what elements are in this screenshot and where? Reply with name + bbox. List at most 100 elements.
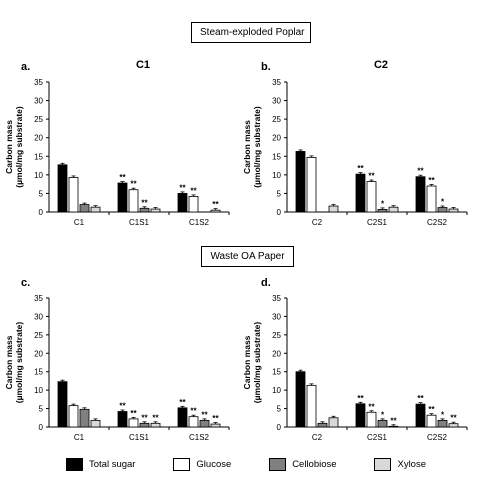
- bar: [177, 193, 188, 213]
- legend-label-cellobiose: Cellobiose: [292, 459, 337, 470]
- significance-marker: **: [212, 200, 219, 209]
- significance-marker: **: [368, 402, 375, 411]
- y-tick-label: 5: [39, 405, 44, 414]
- y-tick-label: 25: [34, 115, 43, 124]
- significance-marker: **: [428, 405, 435, 414]
- legend-swatch-cellobiose: [269, 458, 287, 471]
- bar: [210, 209, 221, 213]
- significance-marker: **: [130, 409, 137, 418]
- significance-marker: **: [152, 413, 159, 422]
- bar: [199, 419, 210, 428]
- x-category-label: C1S2: [189, 218, 210, 227]
- bar: [437, 419, 448, 428]
- y-axis-label-line1: Carbon mass: [242, 335, 252, 389]
- significance-marker: **: [417, 167, 424, 176]
- y-axis-label-line2: (µmol/mg substrate): [14, 322, 24, 404]
- bar: [366, 411, 377, 428]
- significance-marker: *: [381, 410, 385, 419]
- panel-label: b.: [261, 61, 271, 73]
- y-tick-label: 30: [34, 312, 43, 321]
- legend-swatch-xylose: [374, 458, 392, 471]
- bar: [366, 181, 377, 213]
- bar: [90, 206, 101, 213]
- significance-marker: **: [119, 402, 126, 411]
- y-tick-label: 0: [39, 423, 44, 432]
- bar: [355, 403, 366, 428]
- bar: [295, 151, 306, 213]
- y-tick-label: 35: [34, 78, 43, 87]
- bar: [355, 173, 366, 213]
- chart-title: C2: [374, 59, 388, 71]
- bar: [448, 208, 459, 213]
- bar: [306, 156, 317, 213]
- y-tick-label: 20: [272, 349, 281, 358]
- panel-label: d.: [261, 277, 271, 289]
- bar: [188, 416, 199, 428]
- y-tick-label: 10: [34, 171, 43, 180]
- section-title-poplar: Steam-exploded Poplar: [191, 22, 311, 43]
- x-category-label: C2: [312, 218, 323, 227]
- bar: [68, 177, 79, 213]
- legend-item-xylose: Xylose: [374, 458, 426, 471]
- legend-label-xylose: Xylose: [397, 459, 426, 470]
- significance-marker: *: [381, 199, 385, 208]
- legend-swatch-glucose: [173, 458, 191, 471]
- significance-marker: **: [190, 407, 197, 416]
- y-tick-label: 5: [277, 189, 282, 198]
- significance-marker: **: [212, 414, 219, 423]
- x-category-label: C2S2: [427, 218, 448, 227]
- bar: [388, 425, 399, 428]
- bar: [57, 164, 68, 213]
- y-tick-label: 15: [34, 152, 43, 161]
- bar: [210, 423, 221, 428]
- bar: [377, 208, 388, 213]
- bar: [177, 407, 188, 428]
- bar: [139, 207, 150, 213]
- significance-marker: **: [417, 394, 424, 403]
- bar: [448, 423, 459, 428]
- y-tick-label: 0: [277, 423, 282, 432]
- legend-label-glucose: Glucose: [196, 459, 232, 470]
- y-tick-label: 15: [272, 152, 281, 161]
- significance-marker: **: [179, 183, 186, 192]
- y-tick-label: 0: [277, 208, 282, 217]
- bar: [328, 205, 339, 213]
- y-tick-label: 5: [39, 189, 44, 198]
- y-tick-label: 35: [272, 78, 281, 87]
- significance-marker: **: [450, 414, 457, 423]
- bar: [139, 422, 150, 428]
- x-category-label: C1S1: [129, 433, 150, 442]
- bar: [437, 207, 448, 213]
- x-category-label: C2: [312, 433, 323, 442]
- legend-label-total-sugar: Total sugar: [89, 459, 136, 470]
- bar: [328, 417, 339, 428]
- bar: [306, 384, 317, 428]
- bar: [90, 419, 101, 428]
- significance-marker: **: [190, 186, 197, 195]
- y-tick-label: 30: [34, 97, 43, 106]
- significance-marker: **: [357, 164, 364, 173]
- significance-marker: **: [141, 198, 148, 207]
- bar: [68, 405, 79, 428]
- y-tick-label: 15: [272, 368, 281, 377]
- y-tick-label: 5: [277, 405, 282, 414]
- y-tick-label: 35: [34, 294, 43, 303]
- significance-marker: **: [119, 173, 126, 182]
- x-category-label: C1: [74, 433, 85, 442]
- x-category-label: C2S1: [367, 218, 388, 227]
- y-tick-label: 20: [272, 134, 281, 143]
- y-tick-label: 10: [34, 386, 43, 395]
- significance-marker: **: [390, 416, 397, 425]
- bar: [388, 206, 399, 213]
- panel-label: c.: [21, 277, 30, 289]
- y-tick-label: 20: [34, 134, 43, 143]
- y-tick-label: 30: [272, 312, 281, 321]
- y-axis-label-line1: Carbon mass: [4, 120, 14, 174]
- y-tick-label: 25: [272, 115, 281, 124]
- bar: [426, 185, 437, 213]
- y-tick-label: 10: [272, 386, 281, 395]
- x-category-label: C1S2: [189, 433, 210, 442]
- y-axis-label-line1: Carbon mass: [242, 120, 252, 174]
- y-tick-label: 25: [34, 331, 43, 340]
- bar: [117, 182, 128, 213]
